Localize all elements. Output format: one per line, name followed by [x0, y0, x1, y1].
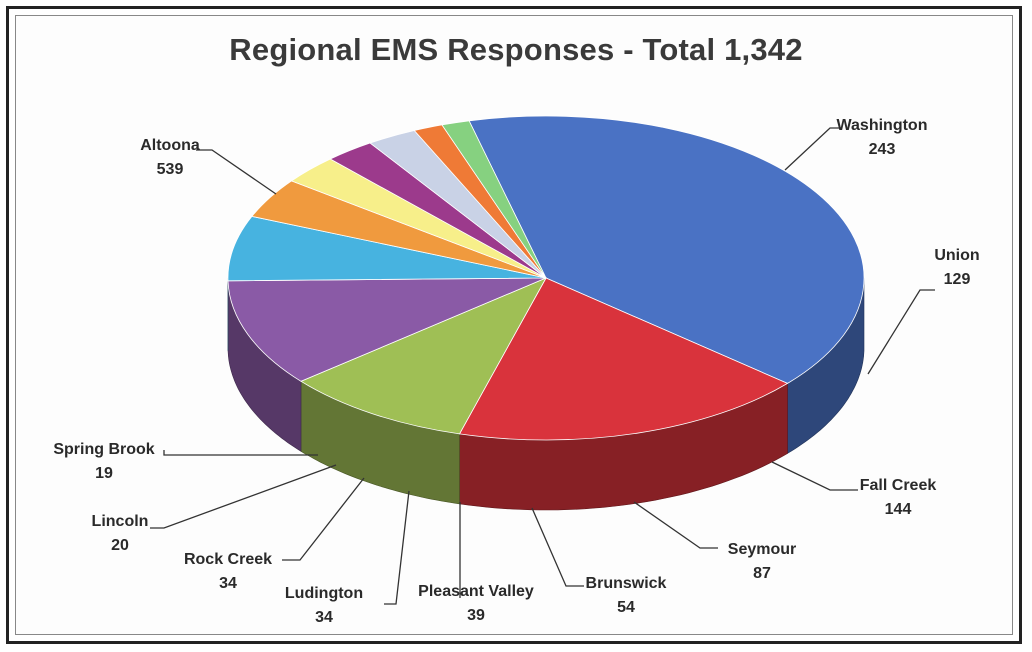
leader-line-union	[867, 289, 935, 375]
pie-slice-spring-brook	[441, 120, 547, 279]
pie-slice-fall-creek	[227, 277, 547, 382]
pie-slice-altoona	[468, 115, 865, 384]
slice-value-spring-brook: 19	[95, 465, 113, 482]
leader-line-spring-brook	[163, 450, 318, 456]
slice-value-lincoln: 20	[111, 537, 129, 554]
slice-value-rock-creek: 34	[219, 575, 237, 592]
slice-label-rock-creek: Rock Creek	[184, 551, 272, 568]
slice-value-washington: 243	[869, 141, 896, 158]
slice-label-union: Union	[934, 247, 979, 264]
leader-line-altoona	[196, 149, 277, 195]
pie-slice-union	[300, 277, 547, 435]
slice-label-lincoln: Lincoln	[92, 513, 149, 530]
slice-label-fall-creek: Fall Creek	[860, 477, 937, 494]
slice-value-seymour: 87	[753, 565, 771, 582]
slice-label-spring-brook: Spring Brook	[53, 441, 154, 458]
pie-slice-seymour	[227, 215, 547, 282]
leader-line-lincoln	[150, 464, 337, 529]
leader-line-ludington	[384, 490, 410, 605]
slice-label-seymour: Seymour	[728, 541, 796, 558]
slice-label-pleasant-valley: Pleasant Valley	[418, 583, 534, 600]
slice-value-ludington: 34	[315, 609, 333, 626]
chart-title: Regional EMS Responses - Total 1,342	[229, 32, 803, 67]
leader-line-washington	[784, 127, 842, 171]
slice-value-union: 129	[944, 271, 971, 288]
slice-label-brunswick: Brunswick	[586, 575, 667, 592]
slice-value-altoona: 539	[157, 161, 184, 178]
slice-value-fall-creek: 144	[885, 501, 912, 518]
slice-label-ludington: Ludington	[285, 585, 363, 602]
slice-label-washington: Washington	[837, 117, 928, 134]
pie-slice-washington	[458, 277, 789, 441]
slice-label-altoona: Altoona	[140, 137, 200, 154]
slice-value-pleasant-valley: 39	[467, 607, 485, 624]
leader-line-seymour	[633, 501, 718, 549]
leader-line-rock-creek	[282, 477, 365, 561]
slice-value-brunswick: 54	[617, 599, 635, 616]
leader-line-brunswick	[531, 507, 584, 587]
leader-line-fall-creek	[771, 461, 858, 491]
